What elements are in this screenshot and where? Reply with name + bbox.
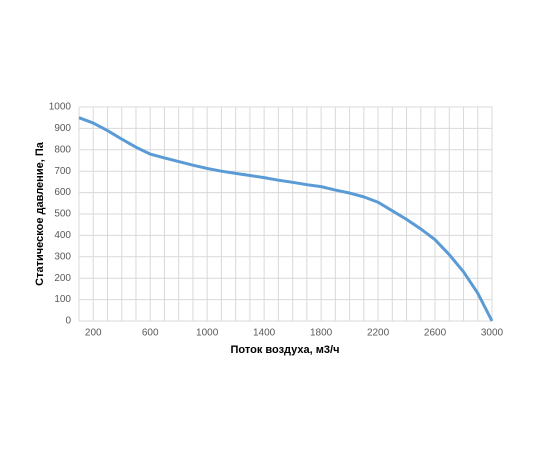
x-tick-label: 2600	[424, 328, 447, 339]
data-line	[78, 116, 494, 322]
y-tick-label: 600	[54, 187, 71, 198]
y-tick-label: 200	[54, 273, 71, 284]
y-tick-label: 400	[54, 230, 71, 241]
y-tick-label: 0	[65, 316, 71, 327]
x-tick-label: 200	[85, 328, 102, 339]
y-tick-label: 700	[54, 166, 71, 177]
y-tick-label: 800	[54, 144, 71, 155]
x-tick-label: 3000	[481, 328, 504, 339]
x-tick-label: 600	[142, 328, 159, 339]
y-tick-label: 500	[54, 209, 71, 220]
y-tick-label: 300	[54, 251, 71, 262]
x-tick-label: 2200	[367, 328, 390, 339]
x-tick-label: 1400	[253, 328, 276, 339]
y-axis-title: Статическое давление, Па	[34, 141, 46, 286]
y-tick-label: 100	[54, 294, 71, 305]
y-tick-label: 900	[54, 123, 71, 134]
x-tick-label: 1800	[310, 328, 333, 339]
x-tick-label: 1000	[196, 328, 219, 339]
y-tick-label: 1000	[49, 102, 72, 113]
x-axis-title: Поток воздуха, м3/ч	[231, 344, 340, 356]
